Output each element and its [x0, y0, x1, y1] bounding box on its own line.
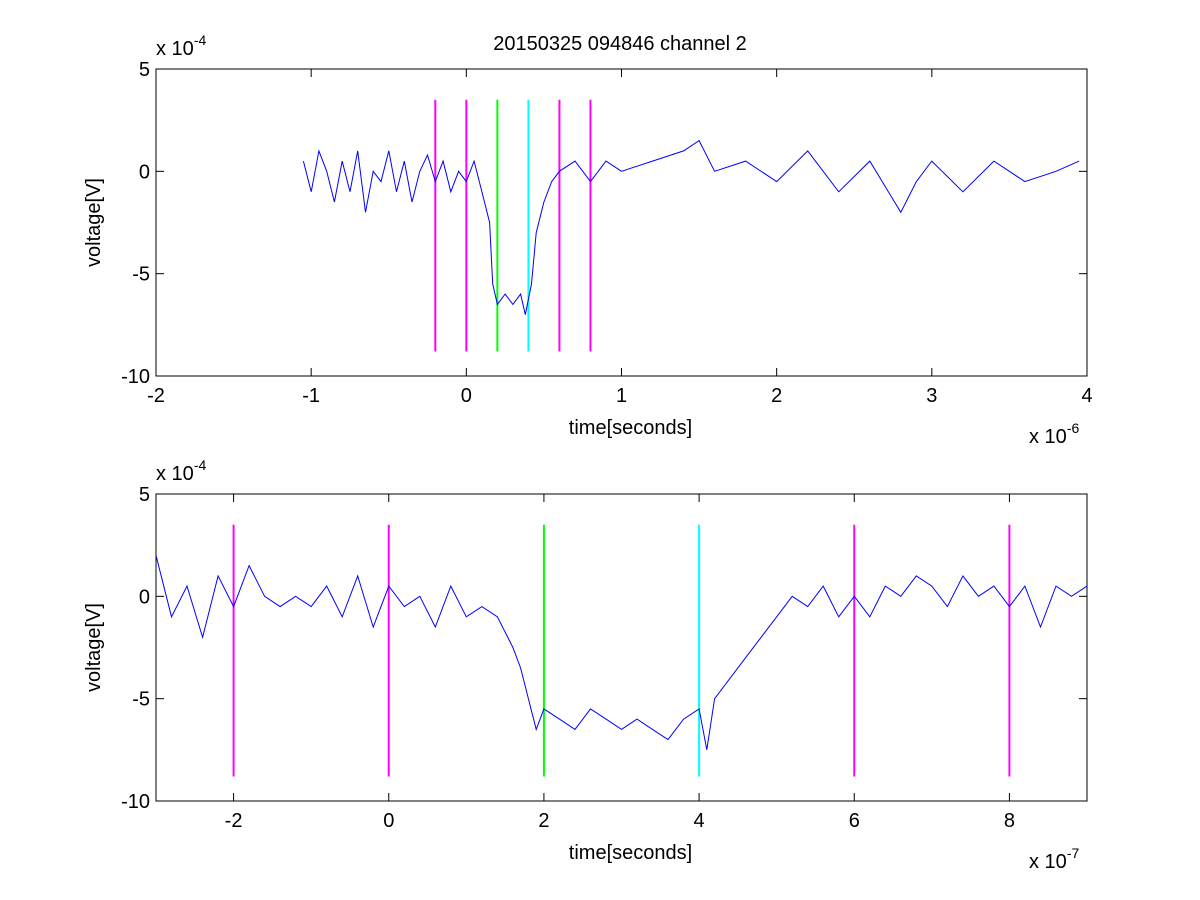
- y-tick-label: -10: [121, 366, 150, 388]
- x-multiplier-exponent: -6: [1067, 420, 1080, 436]
- x-tick-label: 4: [694, 810, 705, 832]
- x-multiplier-exponent: -7: [1067, 845, 1080, 861]
- x-tick-label: 6: [849, 810, 860, 832]
- x-multiplier-label: x 10-6: [1029, 420, 1079, 448]
- x-tick-label: 2: [771, 385, 782, 407]
- voltage-series-line: [302, 139, 1080, 315]
- y-tick-label: 5: [139, 59, 150, 81]
- y-tick-label: 0: [139, 586, 150, 608]
- y-multiplier-base: x 10: [156, 38, 194, 60]
- y-multiplier-label: x 10-4: [156, 457, 206, 485]
- axes-frame: [155, 493, 1088, 802]
- y-axis-label: voltage[V]: [83, 603, 105, 692]
- figure-title: 20150325 094846 channel 2: [493, 33, 747, 55]
- y-multiplier-exponent: -4: [194, 457, 207, 473]
- y-multiplier-label: x 10-4: [156, 32, 206, 60]
- y-multiplier-base: x 10: [156, 463, 194, 485]
- x-tick-label: 3: [926, 385, 937, 407]
- x-tick-label: 2: [538, 810, 549, 832]
- x-tick-label: 8: [1004, 810, 1015, 832]
- y-multiplier-exponent: -4: [194, 32, 207, 48]
- y-tick-label: -10: [121, 791, 150, 813]
- x-multiplier-label: x 10-7: [1029, 845, 1079, 873]
- x-tick-label: -2: [147, 385, 165, 407]
- top-axes: -2 -1 0 1 2 3 450-5-10time[seconds]voltage[V]x…: [83, 32, 1093, 448]
- x-tick-label: 0: [383, 810, 394, 832]
- y-tick-label: 0: [139, 161, 150, 183]
- y-tick-label: -5: [132, 689, 150, 711]
- x-tick-label: 1: [616, 385, 627, 407]
- x-axis-label: time[seconds]: [569, 842, 692, 864]
- x-tick-label: -1: [302, 385, 320, 407]
- x-multiplier-base: x 10: [1029, 851, 1067, 873]
- y-tick-label: 5: [139, 484, 150, 506]
- x-tick-label: -2: [225, 810, 243, 832]
- y-axis-label: voltage[V]: [83, 178, 105, 267]
- y-tick-label: -5: [132, 264, 150, 286]
- x-tick-label: 4: [1081, 385, 1092, 407]
- x-axis-label: time[seconds]: [569, 417, 692, 439]
- x-tick-label: 0: [461, 385, 472, 407]
- x-multiplier-base: x 10: [1029, 426, 1067, 448]
- voltage-series-line: [155, 555, 1088, 750]
- bottom-axes: -2 0 2 4 6 8 5 0 -5 -10 time[seconds] voltage[V] x 1…: [83, 457, 1088, 873]
